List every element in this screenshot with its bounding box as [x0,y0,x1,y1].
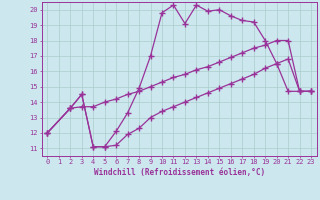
X-axis label: Windchill (Refroidissement éolien,°C): Windchill (Refroidissement éolien,°C) [94,168,265,177]
